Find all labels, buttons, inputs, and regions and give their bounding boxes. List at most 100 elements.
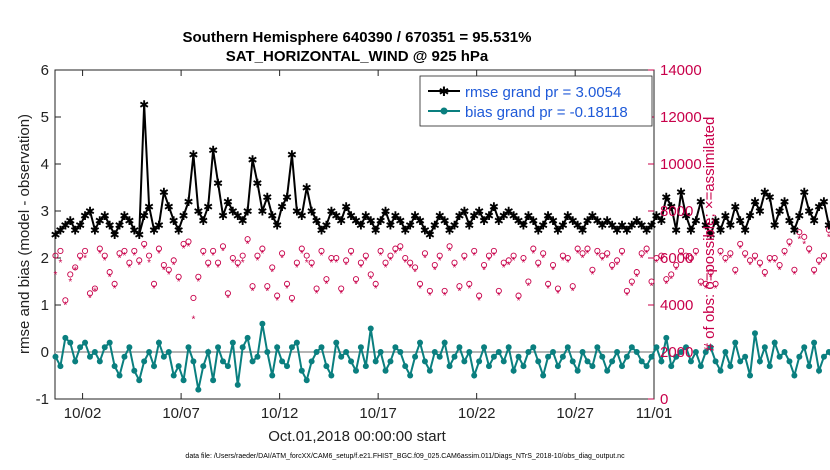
assimilated-obs-point: * xyxy=(457,286,461,297)
possible-obs-point xyxy=(303,252,310,259)
bias-point xyxy=(397,349,404,355)
rmse-point: ✱ xyxy=(449,219,459,233)
rmse-point: ✱ xyxy=(715,223,725,237)
bias-point xyxy=(96,358,103,365)
bias-point xyxy=(234,381,241,388)
possible-obs-point xyxy=(52,252,59,259)
assimilated-obs-point: * xyxy=(369,275,373,286)
bias-point xyxy=(348,358,355,365)
rmse-point: ✱ xyxy=(90,223,100,237)
possible-obs-point xyxy=(170,257,177,264)
assimilated-obs-point: * xyxy=(733,270,737,281)
assimilated-obs-point: * xyxy=(689,258,693,269)
rmse-peak-point: ✱ xyxy=(139,98,149,112)
bias-point xyxy=(702,349,709,355)
bias-point xyxy=(151,363,158,370)
rmse-point: ✱ xyxy=(681,209,691,223)
assimilated-obs-point: * xyxy=(812,270,816,281)
assimilated-obs-point: * xyxy=(93,286,97,297)
possible-obs-point xyxy=(737,240,744,247)
bias-point xyxy=(771,339,778,346)
bias-point xyxy=(367,325,374,332)
obs-count-markers: ****** ******** ********* **** ********** * **… xyxy=(52,226,830,326)
rmse-point: ✱ xyxy=(316,223,326,237)
possible-obs-point xyxy=(239,252,246,259)
bias-point xyxy=(126,344,133,351)
assimilated-obs-point: * xyxy=(231,258,235,269)
assimilated-obs-point: * xyxy=(610,265,614,276)
rmse-point: ✱ xyxy=(238,214,248,228)
possible-obs-point xyxy=(96,245,103,252)
rmse-point: ✱ xyxy=(124,214,134,228)
possible-obs-point xyxy=(781,247,788,254)
possible-obs-point xyxy=(254,252,261,259)
possible-obs-point xyxy=(72,264,79,271)
assimilated-obs-point: * xyxy=(753,256,757,267)
possible-obs-point xyxy=(559,252,566,259)
assimilated-obs-point: * xyxy=(526,282,530,293)
bias-point xyxy=(559,353,566,360)
possible-obs-point xyxy=(205,259,212,266)
assimilated-obs-point: * xyxy=(162,265,166,276)
possible-obs-point xyxy=(490,247,497,254)
possible-obs-point xyxy=(234,259,241,266)
rmse-point: ✱ xyxy=(514,214,524,228)
rmse-point: ✱ xyxy=(114,219,124,233)
rmse-point: ✱ xyxy=(671,223,681,237)
bias-point xyxy=(594,344,601,351)
assimilated-obs-point: * xyxy=(674,265,678,276)
rmse-point: ✱ xyxy=(385,219,395,233)
bias-point xyxy=(264,349,271,355)
bias-point xyxy=(284,363,291,370)
assimilated-obs-point: * xyxy=(344,261,348,272)
assimilated-obs-point: * xyxy=(300,249,304,260)
assimilated-obs-point: * xyxy=(719,251,723,262)
possible-obs-point xyxy=(476,292,483,299)
rmse-point: ✱ xyxy=(105,219,115,233)
assimilated-obs-point: * xyxy=(615,261,619,272)
rmse-point: ✱ xyxy=(775,205,785,219)
possible-obs-point xyxy=(796,229,803,236)
rmse-point: ✱ xyxy=(686,223,696,237)
possible-obs-point xyxy=(308,259,315,266)
rmse-point: ✱ xyxy=(780,195,790,209)
rmse-point: ✱ xyxy=(65,214,75,228)
bias-point xyxy=(663,334,670,341)
possible-obs-point xyxy=(682,252,690,259)
bias-point xyxy=(476,358,483,365)
possible-obs-point xyxy=(136,257,143,264)
possible-obs-point xyxy=(318,247,325,254)
rmse-point: ✱ xyxy=(509,209,519,223)
possible-obs-point xyxy=(545,280,552,287)
possible-obs-point xyxy=(692,247,699,254)
rmse-point: ✱ xyxy=(371,223,381,237)
rmse-point: ✱ xyxy=(312,214,322,228)
bias-point xyxy=(146,349,153,355)
rmse-point: ✱ xyxy=(174,223,184,237)
assimilated-obs-point: * xyxy=(127,263,131,274)
bias-point xyxy=(446,363,453,370)
possible-obs-point xyxy=(155,245,162,252)
assimilated-obs-point: * xyxy=(645,249,649,260)
bias-point xyxy=(116,372,123,379)
x-tick-label: 10/12 xyxy=(261,405,299,422)
rmse-point: ✱ xyxy=(85,205,95,219)
assimilated-obs-point: * xyxy=(103,256,107,267)
bias-point xyxy=(786,358,793,365)
possible-obs-point xyxy=(510,252,517,259)
rmse-point: ✱ xyxy=(60,219,70,233)
bias-point xyxy=(210,377,217,384)
bias-point xyxy=(136,377,143,384)
legend-bias-label: bias grand pr = -0.18118 xyxy=(465,104,628,121)
rmse-point: ✱ xyxy=(819,195,829,209)
x-tick-label: 10/22 xyxy=(458,405,496,422)
assimilated-obs-point: * xyxy=(211,251,215,262)
assimilated-obs-point: * xyxy=(438,256,442,267)
bias-point xyxy=(377,349,384,355)
rmse-point: ✱ xyxy=(75,219,85,233)
rmse-point: ✱ xyxy=(287,148,297,162)
bias-point xyxy=(668,363,675,370)
assimilated-obs-point: * xyxy=(590,270,594,281)
bias-point xyxy=(811,339,818,346)
possible-obs-point xyxy=(628,278,635,285)
